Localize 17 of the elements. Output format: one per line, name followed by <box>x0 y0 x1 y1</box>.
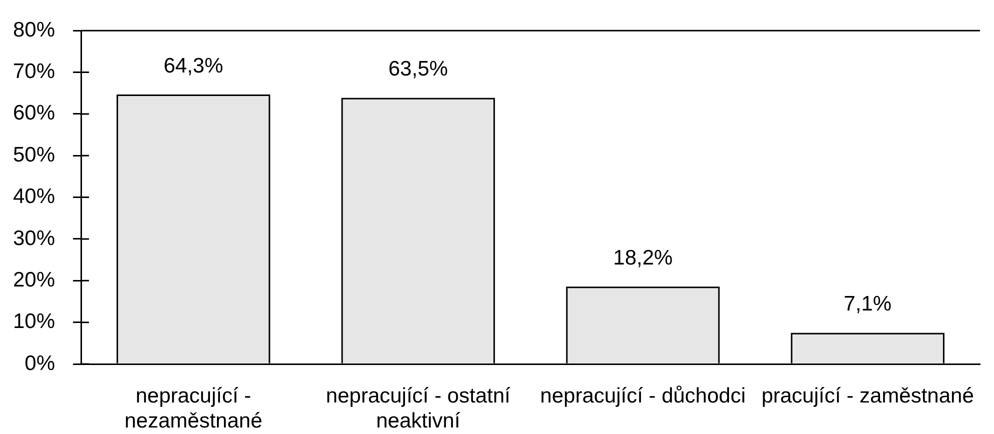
data-label: 64,3% <box>164 54 224 78</box>
x-tick-label: nepracující - důchodci <box>540 384 746 408</box>
y-tick-label: 20% <box>12 268 55 292</box>
y-tick-label: 30% <box>12 226 55 250</box>
y-tick-label: 50% <box>12 143 55 166</box>
data-label: 7,1% <box>844 292 892 316</box>
y-tick-label: 70% <box>12 60 55 84</box>
y-tick-label: 0% <box>24 352 55 375</box>
x-tick-label: nepracující - ostatní neaktivní <box>326 384 511 433</box>
data-label: 18,2% <box>613 246 673 270</box>
y-tick-label: 10% <box>12 310 55 334</box>
x-tick-label: nepracující - nezaměstnané <box>124 384 262 433</box>
x-tick-label: pracující - zaměstnané <box>761 384 974 408</box>
y-tick-label: 80% <box>12 18 55 42</box>
y-tick-label: 60% <box>12 102 55 125</box>
data-label: 63,5% <box>388 58 448 81</box>
y-tick-label: 40% <box>12 185 55 208</box>
